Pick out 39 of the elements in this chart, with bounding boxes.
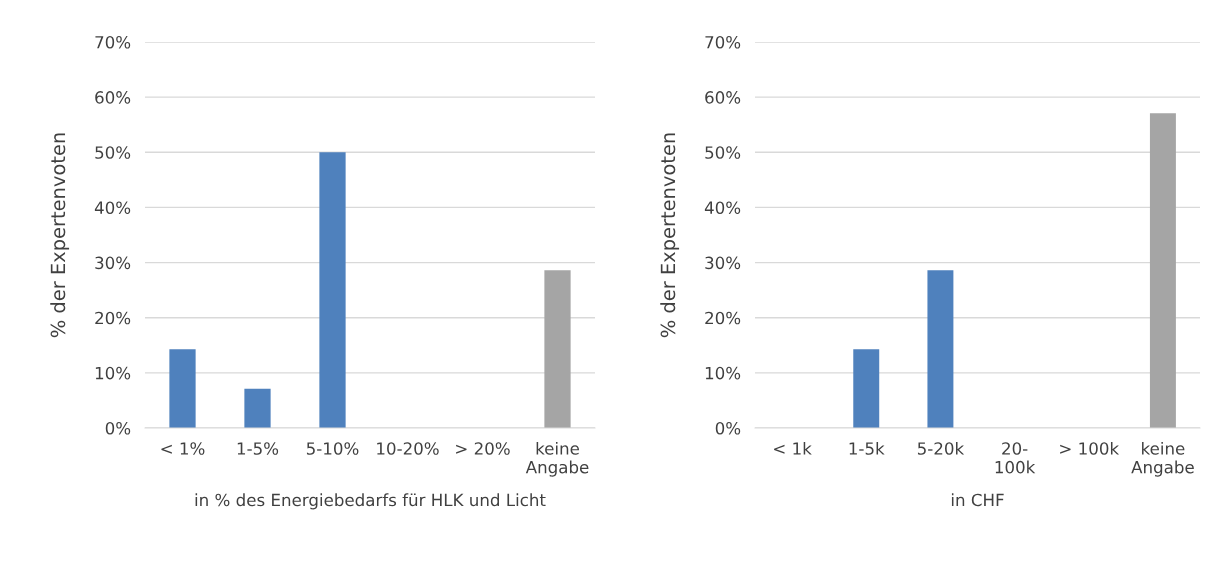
bar [544,270,571,428]
bar [244,388,271,428]
x-tick-label: keine Angabe [525,441,589,477]
y-tick-label: 30% [95,256,131,270]
y-tick-label: 10% [95,366,131,380]
bar [927,270,954,428]
x-tick-label: 10-20% [377,442,439,455]
x-tick-label: 5-20k [917,441,965,455]
x-tick-label: > 100k [1060,441,1120,455]
x-tick-label: 5-10% [306,442,359,455]
y-tick-label: 10% [705,366,741,380]
y-axis-title: % der Expertenvoten [660,133,680,338]
x-tick-label: < 1k [774,441,812,455]
y-tick-label: 40% [94,201,131,214]
bar [853,349,880,428]
y-tick-label: 40% [704,201,741,214]
y-tick-label: 50% [95,146,131,159]
x-tick-label: keine Angabe [1131,441,1194,477]
y-tick-label: 30% [705,256,741,270]
y-tick-label: 60% [705,91,741,104]
y-tick-label: 20% [705,311,741,325]
x-axis-title: in % des Energiebedarfs für HLK und Licht [195,493,546,510]
y-axis-title: % der Expertenvoten [50,133,70,338]
x-tick-label: < 1% [161,442,205,455]
bar [169,349,196,428]
x-tick-label: 20- 100k [995,442,1036,474]
bar [319,152,346,428]
y-tick-label: 0% [105,421,131,435]
y-tick-label: 20% [95,311,131,325]
x-tick-label: > 20% [456,442,510,455]
y-tick-label: 70% [95,35,131,49]
y-tick-label: 50% [705,146,741,159]
y-tick-label: 0% [715,421,741,435]
x-tick-label: 1-5% [237,442,279,455]
y-tick-label: 70% [705,35,741,49]
y-tick-label: 60% [95,91,131,104]
x-axis-title: in CHF [951,493,1004,507]
x-tick-label: 1-5k [849,441,885,455]
bar [1149,113,1176,428]
